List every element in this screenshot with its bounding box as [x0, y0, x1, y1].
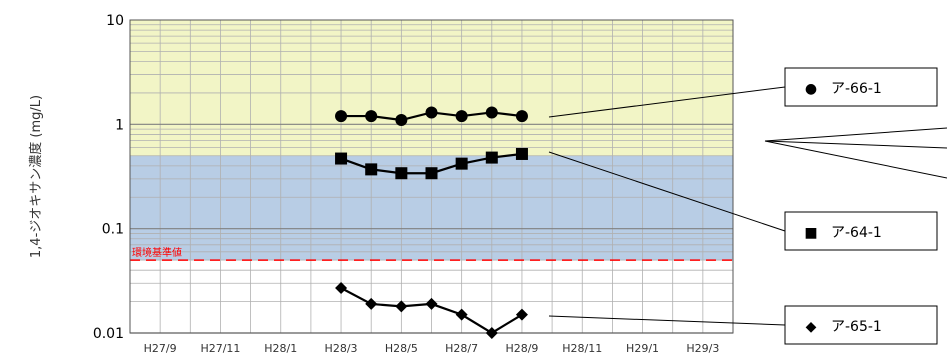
y-tick-labels: 10 1 0.1 0.01 — [93, 13, 124, 342]
x-tick-labels: H27/9 H27/11 H28/1 H28/3 H28/5 H28/7 H28/9 H28/… — [144, 342, 720, 355]
data-point — [515, 308, 528, 321]
y-tick-label: 0.01 — [93, 326, 124, 342]
legend-item-0: ● ア-66-1 — [548, 67, 938, 118]
series-0 — [335, 106, 528, 127]
series-1 — [335, 147, 528, 180]
grid-lines — [129, 20, 734, 334]
y-tick-label: 1 — [115, 117, 124, 133]
data-point — [365, 297, 378, 310]
x-tick-label: H29/1 — [626, 342, 659, 355]
offscreen-leader-line — [764, 127, 947, 142]
x-tick-label: H28/5 — [385, 342, 418, 355]
data-point — [425, 297, 438, 310]
legend-item-1: ■ ア-64-1 — [548, 151, 938, 251]
leader-line — [548, 86, 786, 118]
reference-line-label: 環境基準値 — [132, 246, 182, 259]
leader-line — [548, 315, 786, 326]
plot-border — [129, 19, 734, 334]
legend-symbol: ◆ — [806, 319, 817, 335]
data-point — [335, 110, 348, 123]
data-point — [425, 106, 438, 119]
legend-label: ア-65-1 — [831, 319, 882, 335]
data-point — [395, 114, 408, 127]
x-tick-label: H29/3 — [686, 342, 719, 355]
legend-symbol: ● — [805, 81, 817, 97]
x-tick-label: H28/9 — [505, 342, 538, 355]
data-series — [335, 106, 528, 339]
data-point — [485, 106, 498, 119]
legend-box — [784, 211, 938, 251]
data-point — [365, 163, 378, 176]
y-tick-label: 0.1 — [102, 222, 124, 238]
y-axis-label: 1,4-ジオキサン濃度 (mg/L) — [28, 95, 44, 258]
data-point — [335, 281, 348, 294]
data-point — [485, 151, 498, 164]
data-point — [515, 110, 528, 123]
legend: ● ア-66-1 ■ ア-64-1 ◆ ア-65-1 — [548, 67, 947, 345]
legend-box — [784, 67, 938, 107]
legend-label: ア-66-1 — [831, 81, 882, 97]
data-point — [515, 147, 528, 160]
data-point — [335, 152, 348, 165]
offscreen-leader-line — [764, 140, 947, 149]
x-tick-label: H28/11 — [562, 342, 602, 355]
x-tick-label: H28/3 — [325, 342, 358, 355]
data-point — [395, 167, 408, 180]
data-point — [425, 167, 438, 180]
leader-line — [548, 151, 786, 232]
legend-symbol: ■ — [804, 225, 817, 241]
legend-item-2: ◆ ア-65-1 — [548, 305, 938, 345]
data-point — [395, 300, 408, 313]
data-point — [485, 327, 498, 339]
data-point — [455, 308, 468, 321]
legend-label: ア-64-1 — [831, 225, 882, 241]
legend-box — [784, 305, 938, 345]
data-point — [365, 110, 378, 123]
y-tick-label: 10 — [106, 13, 124, 29]
x-tick-label: H27/11 — [200, 342, 240, 355]
data-point — [455, 110, 468, 123]
x-tick-label: H27/9 — [144, 342, 177, 355]
x-tick-label: H28/7 — [445, 342, 478, 355]
x-tick-label: H28/1 — [264, 342, 297, 355]
offscreen-leader-line — [764, 140, 947, 179]
series-2 — [335, 281, 528, 339]
data-point — [455, 157, 468, 170]
